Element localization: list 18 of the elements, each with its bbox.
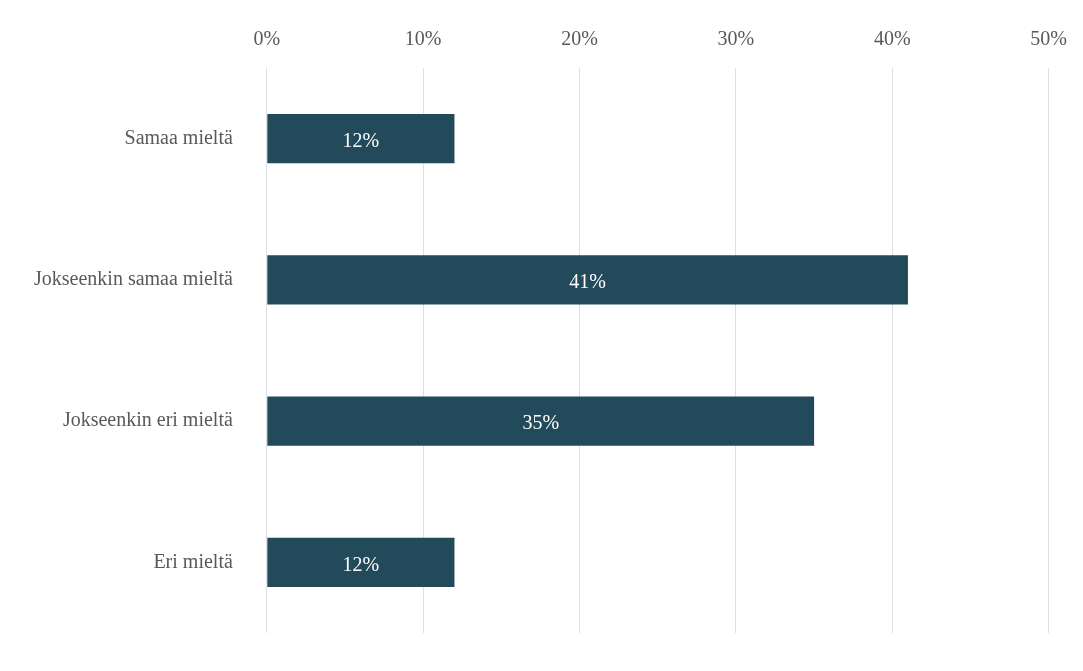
data-label: 35%	[522, 411, 560, 434]
bar	[267, 255, 908, 305]
x-tick-label: 30%	[717, 27, 755, 50]
x-tick-label: 50%	[1030, 27, 1068, 50]
y-tick-label: Samaa mieltä	[124, 125, 233, 148]
bar	[267, 396, 815, 446]
y-tick-label: Jokseenkin eri mieltä	[62, 408, 233, 431]
bar	[267, 537, 455, 588]
bar	[267, 113, 455, 164]
data-label: 12%	[342, 128, 380, 151]
x-tick-label: 20%	[561, 27, 598, 50]
x-tick-label: 0%	[253, 27, 281, 50]
y-tick-label: Jokseenkin samaa mieltä	[34, 267, 233, 290]
y-tick-label: Eri mieltä	[153, 549, 233, 572]
x-tick-label: 10%	[404, 27, 442, 50]
data-label: 12%	[342, 552, 380, 575]
x-tick-label: 40%	[873, 27, 911, 50]
data-label: 41%	[569, 270, 606, 293]
